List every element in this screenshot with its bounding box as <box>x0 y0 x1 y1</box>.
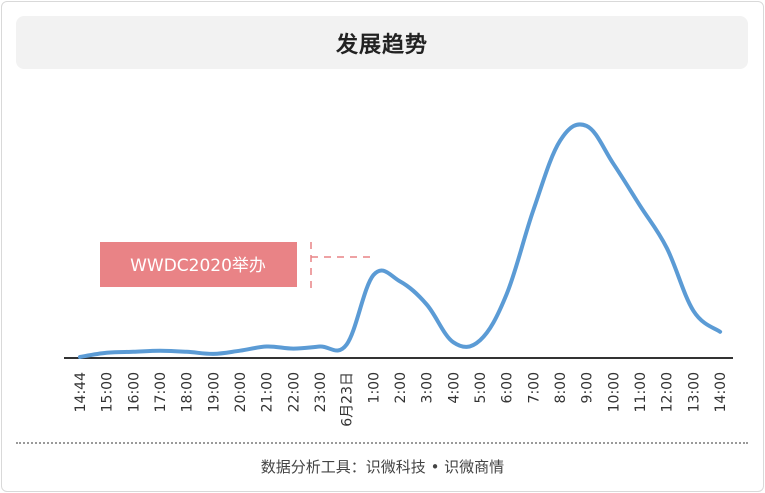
x-tick-label: 5:00 <box>473 372 489 403</box>
x-tick-label: 21:00 <box>260 372 276 412</box>
x-tick-label: 8:00 <box>553 372 569 403</box>
x-tick-label: 14:00 <box>713 372 729 412</box>
title-bar: 发展趋势 <box>16 16 748 69</box>
x-tick-label: 1:00 <box>366 372 382 403</box>
x-tick-label: 19:00 <box>206 372 222 412</box>
x-tick-label: 9:00 <box>580 372 596 403</box>
annotation-group: WWDC2020举办 <box>100 242 374 288</box>
chart-title: 发展趋势 <box>335 32 428 58</box>
footer-divider <box>16 442 748 444</box>
x-tick-label: 16:00 <box>126 372 142 412</box>
x-tick-label: 11:00 <box>633 372 649 412</box>
x-axis-ticks: 14:44 15:00 16:00 17:00 18:00 19:00 20:00 21:00… <box>73 372 729 427</box>
x-tick-label: 6月23日 <box>340 372 356 427</box>
x-tick-label: 7:00 <box>526 372 542 403</box>
x-tick-label: 4:00 <box>446 372 462 403</box>
x-tick-label: 15:00 <box>100 372 116 412</box>
x-tick-label: 23:00 <box>313 372 329 412</box>
footer-text: 数据分析工具：识微科技 • 识微商情 <box>260 458 505 476</box>
x-tick-label: 14:44 <box>73 372 89 412</box>
x-tick-label: 20:00 <box>233 372 249 412</box>
x-tick-label: 6:00 <box>500 372 516 403</box>
trend-line <box>78 122 723 359</box>
x-tick-label: 17:00 <box>153 372 169 412</box>
x-tick-label: 18:00 <box>180 372 196 412</box>
x-tick-label: 13:00 <box>686 372 702 412</box>
x-tick-label: 2:00 <box>393 372 409 403</box>
x-tick-label: 22:00 <box>286 372 302 412</box>
x-tick-label: 12:00 <box>660 372 676 412</box>
x-tick-label: 10:00 <box>606 372 622 412</box>
x-tick-label: 3:00 <box>420 372 436 403</box>
annotation-box <box>100 242 297 287</box>
annotation-label: WWDC2020举办 <box>130 256 266 276</box>
